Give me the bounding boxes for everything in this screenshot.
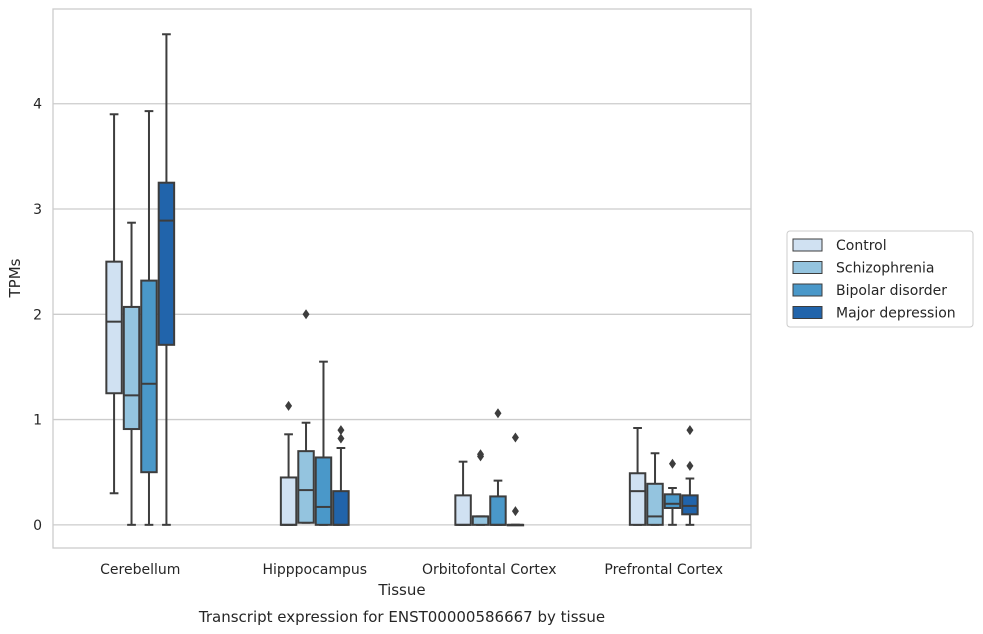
outlier-point <box>686 460 694 471</box>
legend-swatch <box>792 306 823 319</box>
y-tick-label: 1 <box>33 413 42 429</box>
box-body <box>105 260 123 395</box>
figure-caption: Transcript expression for ENST0000058666… <box>198 608 605 626</box>
box-body <box>279 476 298 526</box>
box-group <box>506 432 525 527</box>
y-tick-label: 4 <box>33 97 42 113</box>
box-body <box>663 493 682 509</box>
outlier-point <box>494 408 502 419</box>
box-group <box>140 110 158 526</box>
box-group <box>332 425 350 526</box>
legend-label: Schizophrenia <box>836 261 934 277</box>
outlier-point <box>337 433 345 444</box>
y-tick-label: 0 <box>33 518 42 534</box>
box-body <box>489 495 507 526</box>
y-axis-ticks: 0 1 2 3 4 <box>33 97 42 534</box>
box-group <box>471 449 490 526</box>
box-group <box>681 425 699 526</box>
legend-swatch <box>792 238 823 252</box>
plot-frame <box>52 8 752 549</box>
box-body <box>454 494 472 526</box>
box-group <box>489 408 507 526</box>
box-group <box>454 460 472 526</box>
box-group <box>157 33 176 526</box>
box-body <box>628 472 647 526</box>
box-group <box>279 400 298 526</box>
x-tick-label: Prefrontal Cortex <box>604 562 723 578</box>
box-group <box>628 426 647 526</box>
x-tick-label: Cerebellum <box>100 562 180 578</box>
box-body <box>332 490 350 526</box>
outlier-point <box>477 449 485 460</box>
legend-label: Major depression <box>836 306 956 322</box>
box-group <box>297 309 315 524</box>
legend-label: Control <box>836 238 887 254</box>
box-group <box>122 221 141 526</box>
x-tick-label: Orbitofontal Cortex <box>422 562 557 578</box>
box-body <box>314 456 333 526</box>
box-body <box>157 181 176 346</box>
box-body <box>140 279 158 474</box>
outlier-point <box>668 458 676 469</box>
y-tick-label: 3 <box>33 202 42 218</box>
box-body <box>471 515 490 526</box>
box-body <box>297 450 315 524</box>
legend-frame <box>786 230 974 328</box>
x-axis-title: Tissue <box>377 581 425 599</box>
box-group <box>105 113 123 495</box>
outlier-point <box>302 309 310 320</box>
box-group <box>663 458 682 526</box>
box-series <box>105 33 699 527</box>
x-axis-ticks: Cerebellum Hipppocampus Orbitofontal Corte… <box>100 562 723 578</box>
legend: Control Schizophrenia Bipolar disorder Majo… <box>786 230 974 328</box>
y-axis-title: TPMs <box>6 258 24 298</box>
box-body <box>122 305 141 431</box>
box-group <box>646 452 664 526</box>
outlier-point <box>337 425 345 436</box>
outlier-point <box>285 400 293 411</box>
box-body <box>646 482 664 526</box>
legend-swatch <box>792 261 823 274</box>
x-tick-label: Hipppocampus <box>262 562 367 578</box>
legend-swatch <box>792 283 823 297</box>
box-body <box>681 494 699 516</box>
legend-label: Bipolar disorder <box>836 283 947 299</box>
outlier-point <box>511 432 519 443</box>
outlier-point <box>511 506 519 517</box>
box-group <box>314 360 333 526</box>
outlier-point <box>686 425 694 436</box>
y-tick-label: 2 <box>33 307 42 323</box>
